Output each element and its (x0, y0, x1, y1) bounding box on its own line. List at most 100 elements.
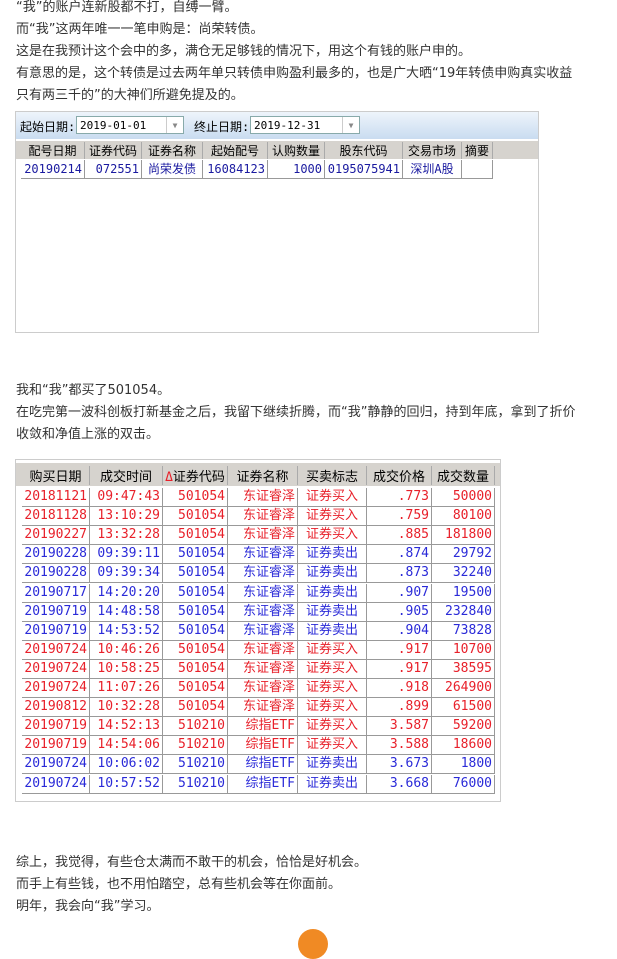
start-date-combo[interactable]: 2019-01-01 ▼ (76, 116, 184, 134)
table-cell[interactable]: .885 (367, 526, 432, 546)
table-cell[interactable]: 501054 (163, 698, 228, 718)
table-cell[interactable]: 73828 (432, 621, 495, 641)
table-cell[interactable]: 76000 (432, 774, 495, 794)
column-header[interactable]: 配号日期 (21, 142, 85, 159)
table-cell[interactable]: .899 (367, 698, 432, 718)
table-cell[interactable]: 14:53:52 (90, 621, 163, 641)
table-cell[interactable]: 20190719 (22, 602, 90, 622)
table-cell[interactable]: 501054 (163, 621, 228, 641)
column-header[interactable]: Δ证券代码 (163, 466, 228, 485)
table-cell[interactable]: 38595 (432, 659, 495, 679)
table-cell[interactable]: 20190719 (22, 717, 90, 737)
table-cell[interactable]: 501054 (163, 545, 228, 565)
table-cell[interactable]: 510210 (163, 736, 228, 756)
dropdown-arrow-icon[interactable]: ▼ (342, 117, 359, 133)
table-cell[interactable]: 510210 (163, 717, 228, 737)
table-cell[interactable]: 20190719 (22, 621, 90, 641)
table-cell[interactable]: 072551 (85, 160, 142, 179)
table-cell[interactable]: 综指ETF (228, 717, 298, 737)
table-cell[interactable]: 29792 (432, 545, 495, 565)
table-cell[interactable]: 10:46:26 (90, 640, 163, 660)
table-cell[interactable]: 10700 (432, 640, 495, 660)
table-cell[interactable]: 东证睿泽 (228, 659, 298, 679)
table-cell[interactable]: 证券买入 (298, 698, 367, 718)
table-cell[interactable]: 东证睿泽 (228, 545, 298, 565)
table-cell[interactable]: 14:48:58 (90, 602, 163, 622)
table-cell[interactable]: 20190228 (22, 545, 90, 565)
table-cell[interactable]: 20190717 (22, 583, 90, 603)
table-cell[interactable]: 501054 (163, 659, 228, 679)
table-cell[interactable]: .873 (367, 564, 432, 584)
table-cell[interactable]: 09:47:43 (90, 488, 163, 507)
table-cell[interactable]: 501054 (163, 526, 228, 546)
table-cell[interactable]: 证券买入 (298, 507, 367, 527)
table-cell[interactable]: 3.673 (367, 755, 432, 775)
column-header[interactable]: 摘要 (462, 142, 493, 159)
table-cell[interactable]: 13:32:28 (90, 526, 163, 546)
column-header[interactable]: 交易市场 (403, 142, 462, 159)
table-cell[interactable]: 20190724 (22, 774, 90, 794)
table-cell[interactable]: 510210 (163, 755, 228, 775)
table-cell[interactable]: 证券卖出 (298, 774, 367, 794)
table-cell[interactable]: 20190812 (22, 698, 90, 718)
table-cell[interactable]: 50000 (432, 488, 495, 507)
table-cell[interactable]: 20190724 (22, 679, 90, 698)
table-cell[interactable]: .917 (367, 659, 432, 679)
table-cell[interactable]: 东证睿泽 (228, 564, 298, 584)
table-cell[interactable]: 1000 (268, 160, 325, 179)
table-cell[interactable]: 10:06:02 (90, 755, 163, 775)
table-cell[interactable]: 东证睿泽 (228, 640, 298, 660)
column-header[interactable]: 认购数量 (268, 142, 325, 159)
table-cell[interactable]: .907 (367, 583, 432, 603)
column-header[interactable]: 买卖标志 (298, 466, 367, 485)
table-cell[interactable]: 证券卖出 (298, 755, 367, 775)
table-cell[interactable]: 59200 (432, 717, 495, 737)
table-cell[interactable]: 20190724 (22, 659, 90, 679)
table-cell[interactable]: 综指ETF (228, 774, 298, 794)
table-cell[interactable]: 181800 (432, 526, 495, 546)
table-cell[interactable]: 证券买入 (298, 659, 367, 679)
dropdown-arrow-icon[interactable]: ▼ (166, 117, 183, 133)
column-header[interactable]: 证券代码 (85, 142, 142, 159)
column-header[interactable]: 成交时间 (90, 466, 163, 485)
table-cell[interactable]: 0195075941 (325, 160, 403, 179)
table-cell[interactable]: 19500 (432, 583, 495, 603)
table-cell[interactable]: 501054 (163, 564, 228, 584)
table-cell[interactable]: 证券买入 (298, 717, 367, 737)
table-cell[interactable]: 东证睿泽 (228, 583, 298, 603)
table-cell[interactable] (462, 160, 493, 179)
column-header[interactable]: 起始配号 (203, 142, 268, 159)
table-cell[interactable]: 09:39:34 (90, 564, 163, 584)
table-cell[interactable]: 综指ETF (228, 736, 298, 756)
column-header[interactable]: 成交价格 (367, 466, 432, 485)
table-cell[interactable]: 证券买入 (298, 640, 367, 660)
table-cell[interactable]: 证券卖出 (298, 621, 367, 641)
table-cell[interactable]: 证券卖出 (298, 545, 367, 565)
table-cell[interactable]: 09:39:11 (90, 545, 163, 565)
table-cell[interactable]: 东证睿泽 (228, 679, 298, 698)
table-cell[interactable]: 东证睿泽 (228, 621, 298, 641)
table-cell[interactable]: 264900 (432, 679, 495, 698)
table-cell[interactable]: 20181121 (22, 488, 90, 507)
table-cell[interactable]: 80100 (432, 507, 495, 527)
table-cell[interactable]: 东证睿泽 (228, 507, 298, 527)
table-cell[interactable]: 18600 (432, 736, 495, 756)
table-cell[interactable]: 东证睿泽 (228, 488, 298, 507)
table-cell[interactable]: 232840 (432, 602, 495, 622)
table-cell[interactable]: 证券买入 (298, 526, 367, 546)
column-header[interactable]: 购买日期 (22, 466, 90, 485)
end-date-combo[interactable]: 2019-12-31 ▼ (250, 116, 360, 134)
table-cell[interactable]: .759 (367, 507, 432, 527)
table-cell[interactable]: 14:20:20 (90, 583, 163, 603)
table-cell[interactable]: 11:07:26 (90, 679, 163, 698)
column-header[interactable]: 股东代码 (325, 142, 403, 159)
column-header[interactable]: 成交数量 (432, 466, 495, 485)
table-cell[interactable]: .918 (367, 679, 432, 698)
column-header[interactable]: 证券名称 (228, 466, 298, 485)
table-cell[interactable]: 东证睿泽 (228, 698, 298, 718)
column-header[interactable]: 证券名称 (142, 142, 203, 159)
table-cell[interactable]: .874 (367, 545, 432, 565)
table-cell[interactable]: 16084123 (203, 160, 268, 179)
table-cell[interactable]: 证券买入 (298, 736, 367, 756)
table-cell[interactable]: 20190724 (22, 755, 90, 775)
